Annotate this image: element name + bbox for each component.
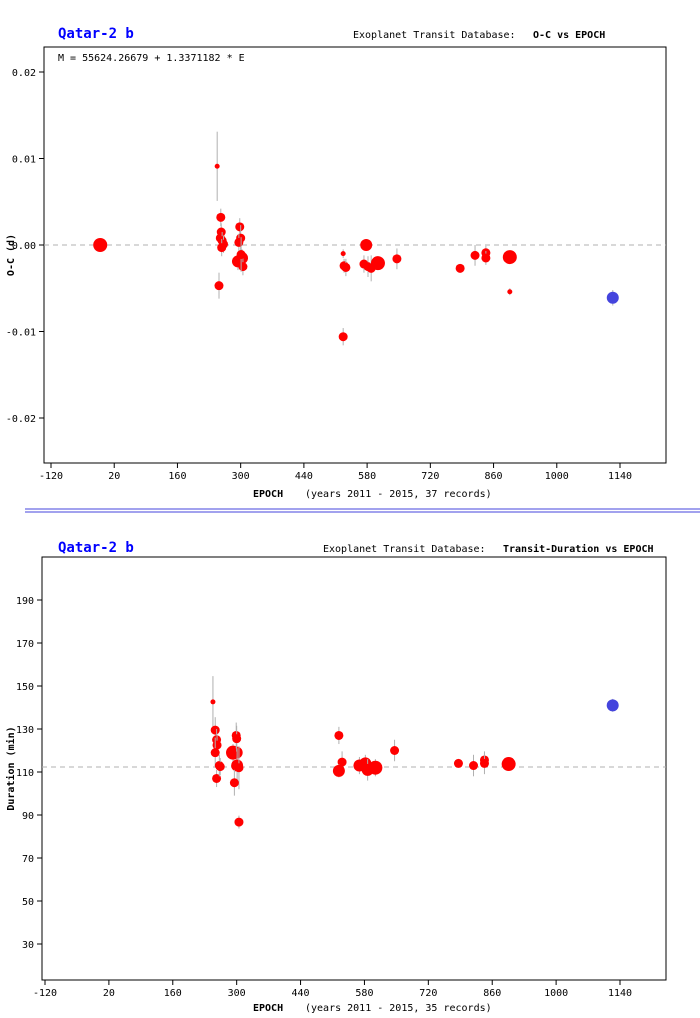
y-tick-label: 190 [16,596,34,607]
x-tick-label: 580 [358,471,376,482]
data-point [236,250,246,260]
x-tick-label: 160 [164,988,182,999]
y-axis-label: Duration (min) [5,726,17,810]
data-point [390,746,400,755]
planet-name: Qatar-2 b [58,26,134,42]
x-tick-label: 20 [108,471,120,482]
y-tick-label: 170 [16,639,34,650]
y-tick-label: 110 [16,768,34,779]
chart-title: O-C vs EPOCH [533,30,605,41]
data-point [216,212,226,222]
data-point [212,740,222,750]
chart-title: Transit-Duration vs EPOCH [503,543,654,555]
plot-frame [43,46,667,464]
data-point [210,748,220,758]
y-tick-label: 0.01 [12,155,36,166]
y-tick-label: 70 [22,854,34,865]
x-tick-label: 1000 [544,988,568,999]
data-point [334,730,344,740]
y-tick-label: 130 [16,725,34,736]
data-point [341,262,351,272]
y-tick-label: 30 [22,940,34,951]
x-axis-label: EPOCH [253,489,283,500]
x-tick-label: -120 [39,471,63,482]
x-tick-label: 440 [292,988,310,999]
database-label: Exoplanet Transit Database: [353,30,516,41]
data-point [453,758,463,768]
data-point [481,253,491,263]
x-tick-label: 440 [295,471,313,482]
highlight-point [606,699,619,712]
x-axis-note: (years 2011 - 2015, 37 records) [305,489,492,500]
data-point [93,238,108,252]
x-axis-label: EPOCH [253,1003,283,1014]
data-point [210,725,220,735]
data-point [502,250,517,265]
data-point [370,256,385,271]
x-tick-label: 1000 [545,471,569,482]
data-point [238,262,248,272]
y-tick-label: 90 [22,811,34,822]
data-point [235,222,245,232]
y-tick-label: -0.01 [6,328,36,339]
x-tick-label: 720 [421,471,439,482]
data-point [229,778,239,788]
data-point [340,251,346,257]
y-tick-label: 0.00 [12,241,36,252]
data-point [214,163,220,169]
y-tick-label: -0.02 [6,414,36,425]
x-tick-label: 20 [103,988,115,999]
data-point [368,760,383,775]
data-point [232,734,242,744]
data-point [214,281,224,291]
data-point [392,254,402,264]
planet-name: Qatar-2 b [58,540,134,556]
database-label: Exoplanet Transit Database: [323,544,486,555]
data-point [337,757,347,767]
data-point [234,817,244,827]
data-point [216,227,226,237]
ephemeris-formula: M = 55624.26679 + 1.3371182 * E [58,53,245,64]
data-point [210,699,216,705]
data-point [332,764,345,777]
x-tick-label: 300 [228,988,246,999]
x-tick-label: 300 [232,471,250,482]
x-tick-label: 860 [485,471,503,482]
x-tick-label: 160 [168,471,186,482]
data-point [234,763,244,773]
x-axis-note: (years 2011 - 2015, 35 records) [305,1003,492,1014]
data-point [501,757,516,772]
data-point [469,761,479,771]
plot-frame [41,556,667,981]
y-axis-label: O-C (d) [6,234,17,276]
data-point [507,289,513,295]
y-tick-label: 150 [16,682,34,693]
y-tick-label: 50 [22,897,34,908]
x-tick-label: -120 [33,988,57,999]
data-point [470,250,480,260]
x-tick-label: 1140 [608,471,632,482]
x-tick-label: 860 [483,988,501,999]
data-point [234,237,244,247]
data-point [479,758,489,768]
x-tick-label: 580 [355,988,373,999]
x-tick-label: 720 [419,988,437,999]
chart-oc: Qatar-2 b Exoplanet Transit Database: O-C … [6,26,667,500]
data-point [360,239,373,251]
chart-duration: Qatar-2 b Exoplanet Transit Database: Tran… [5,540,667,1014]
x-tick-label: 1140 [608,988,632,999]
data-point [455,263,465,273]
highlight-point [606,291,619,304]
data-point [338,332,348,342]
data-point [215,762,225,772]
data-point [217,243,227,253]
y-tick-label: 0.02 [12,68,36,79]
